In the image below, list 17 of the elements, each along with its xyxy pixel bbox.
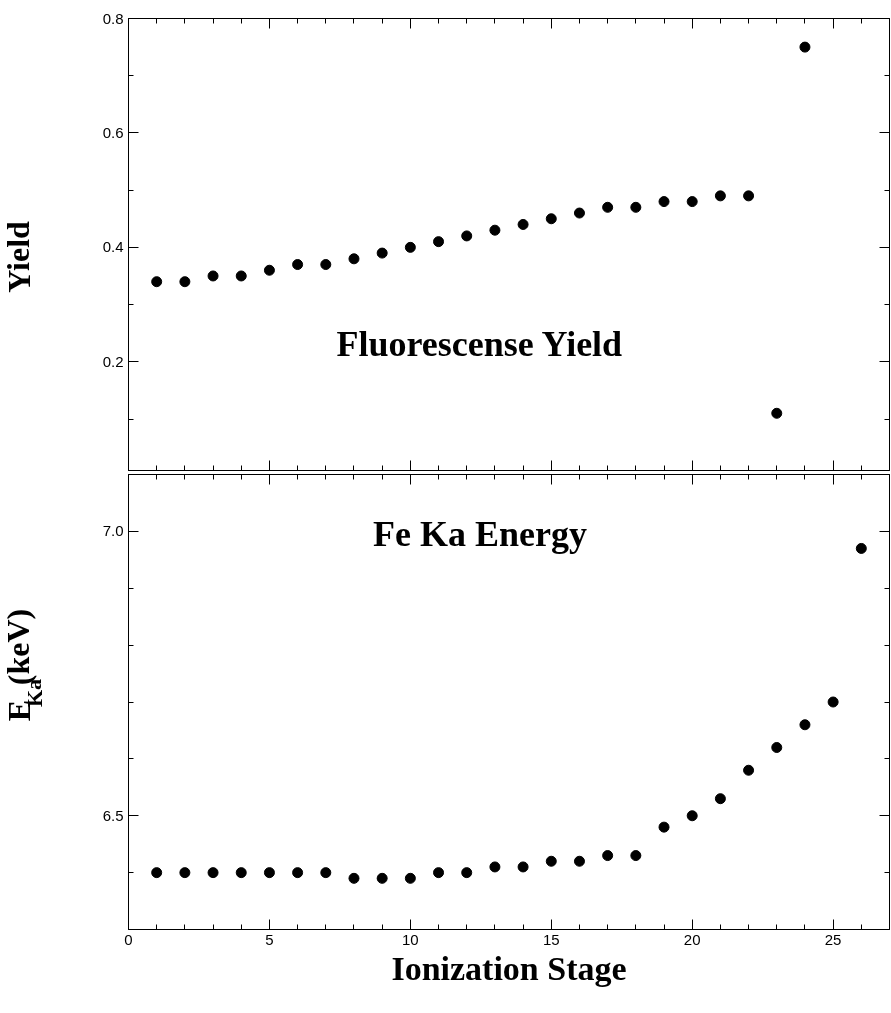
x-tick-label: 15 <box>542 930 560 948</box>
x-tick-label: 5 <box>265 930 274 948</box>
x-tick-label: 10 <box>402 930 419 948</box>
y-tick-label: 0.2 <box>102 352 124 370</box>
x-tick-label: 25 <box>824 930 842 948</box>
y-tick-label: 6.5 <box>102 806 124 824</box>
text: Fe Ka Energy <box>373 513 587 554</box>
y-tick-label: 7.0 <box>102 522 124 540</box>
y-tick-label: 0.8 <box>102 9 124 27</box>
y-tick-label: 0.4 <box>102 238 124 256</box>
y-axis-title: EKa(keV) <box>0 608 47 722</box>
text: Fluorescense Yield <box>336 323 623 364</box>
y-axis-title: Yield <box>0 220 37 293</box>
y-tick-label: 0.6 <box>102 123 124 141</box>
x-tick-label: 20 <box>683 930 701 948</box>
x-axis-title: Ionization Stage <box>391 949 627 987</box>
x-tick-label: 0 <box>124 930 133 948</box>
